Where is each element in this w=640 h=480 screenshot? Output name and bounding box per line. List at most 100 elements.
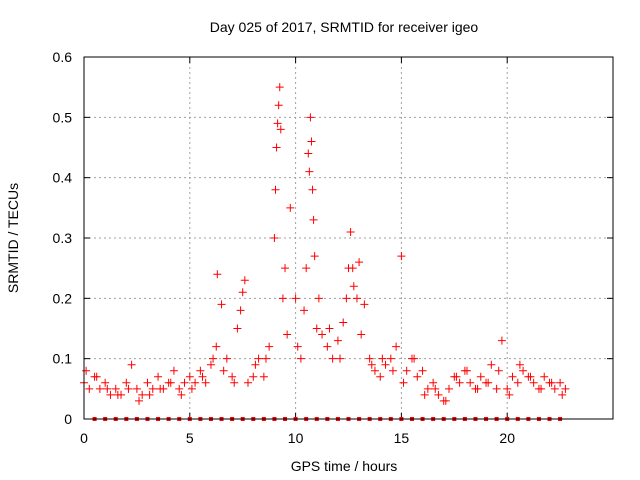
data-point-marker	[399, 378, 408, 387]
data-point-marker	[259, 372, 268, 381]
data-point-marker	[397, 252, 406, 261]
data-point-marker	[156, 384, 165, 393]
data-point-marker	[276, 125, 285, 134]
data-point-marker	[473, 384, 482, 393]
data-point-marker	[455, 378, 464, 387]
y-tick-label: 0.2	[53, 290, 73, 306]
data-point-marker	[392, 342, 401, 351]
data-point-marker	[325, 324, 334, 333]
data-point-marker	[187, 384, 196, 393]
data-point-marker	[540, 372, 549, 381]
x-tick-label: 20	[499, 430, 515, 446]
axis-ticks	[83, 56, 613, 420]
data-point-marker	[206, 360, 215, 369]
data-point-marker	[302, 264, 311, 273]
data-point-marker	[357, 330, 366, 339]
data-point-marker	[148, 384, 157, 393]
y-tick-label: 0.4	[53, 170, 73, 186]
data-point-marker	[145, 390, 154, 399]
grid-lines	[84, 57, 613, 419]
data-point-marker	[308, 185, 317, 194]
data-point-marker	[312, 324, 321, 333]
data-point-marker	[278, 294, 287, 303]
data-point-marker	[127, 360, 136, 369]
data-point-marker	[503, 384, 512, 393]
data-point-marker	[272, 143, 281, 152]
data-point-marker	[410, 354, 419, 363]
data-point-marker	[132, 384, 141, 393]
data-point-marker	[82, 366, 91, 375]
data-point-marker	[270, 234, 279, 242]
data-point-marker	[281, 264, 290, 273]
data-point-marker	[271, 185, 280, 194]
data-point-marker	[378, 354, 387, 363]
data-point-marker	[240, 276, 249, 285]
chart-title: Day 025 of 2017, SRMTID for receiver ige…	[210, 19, 479, 35]
y-tick-label: 0.3	[53, 230, 73, 246]
data-point-marker	[238, 288, 247, 297]
data-point-marker	[143, 378, 152, 387]
data-point-marker	[111, 384, 120, 393]
data-point-marker	[180, 378, 189, 387]
data-point-marker	[352, 294, 361, 303]
data-point-marker	[349, 282, 358, 291]
data-point-marker	[106, 390, 115, 399]
data-point-marker	[505, 390, 514, 399]
data-point-marker	[314, 294, 323, 303]
data-point-marker	[431, 384, 440, 393]
data-point-marker	[296, 354, 305, 363]
data-point-marker	[492, 384, 501, 393]
data-point-marker	[355, 258, 364, 267]
data-point-marker	[360, 300, 369, 309]
data-point-marker	[318, 330, 327, 339]
data-point-marker	[95, 384, 104, 393]
data-point-marker	[275, 83, 284, 92]
data-point-marker	[513, 378, 522, 387]
data-point-marker	[113, 390, 122, 399]
data-point-marker	[328, 354, 337, 363]
data-point-marker	[103, 384, 112, 393]
data-point-marker	[209, 354, 218, 363]
data-point-marker	[274, 101, 283, 110]
data-point-marker	[423, 384, 432, 393]
data-point-marker	[307, 137, 316, 146]
data-point-marker	[402, 366, 411, 375]
data-point-marker	[185, 372, 194, 381]
data-point-marker	[494, 366, 503, 375]
data-point-marker	[462, 366, 471, 375]
data-point-marker	[283, 330, 292, 339]
data-point-marker	[85, 384, 94, 393]
data-point-marker	[466, 378, 475, 387]
data-point-marker	[177, 390, 186, 399]
data-point-marker	[519, 366, 528, 375]
data-point-marker	[265, 342, 274, 351]
y-tick-labels: 0 0.1 0.2 0.3 0.4 0.5 0.6	[53, 49, 73, 427]
data-point-marker	[273, 119, 282, 128]
y-tick-label: 0.1	[53, 351, 73, 367]
data-point-marker	[233, 324, 242, 333]
data-point-marker	[487, 360, 496, 369]
y-tick-label: 0.5	[53, 109, 73, 125]
data-point-marker	[305, 167, 314, 176]
data-point-marker	[217, 300, 226, 309]
data-point-marker	[508, 372, 517, 381]
data-point-marker	[342, 294, 351, 303]
data-point-marker	[367, 360, 376, 369]
y-tick-label: 0	[64, 411, 72, 427]
data-point-marker	[222, 354, 231, 363]
data-point-marker	[556, 378, 565, 387]
y-axis-label: SRMTID / TECUs	[5, 183, 21, 293]
data-point-marker	[251, 360, 260, 369]
x-tick-label: 15	[394, 430, 410, 446]
data-point-marker	[381, 360, 390, 369]
data-point-marker	[306, 113, 315, 122]
data-point-marker	[249, 372, 258, 381]
data-point-marker	[429, 378, 438, 387]
x-tick-label: 5	[186, 430, 194, 446]
data-point-marker	[526, 372, 535, 381]
data-point-marker	[550, 384, 559, 393]
data-point-marker	[529, 378, 538, 387]
x-axis-label: GPS time / hours	[291, 458, 398, 474]
data-point-marker	[175, 384, 184, 393]
